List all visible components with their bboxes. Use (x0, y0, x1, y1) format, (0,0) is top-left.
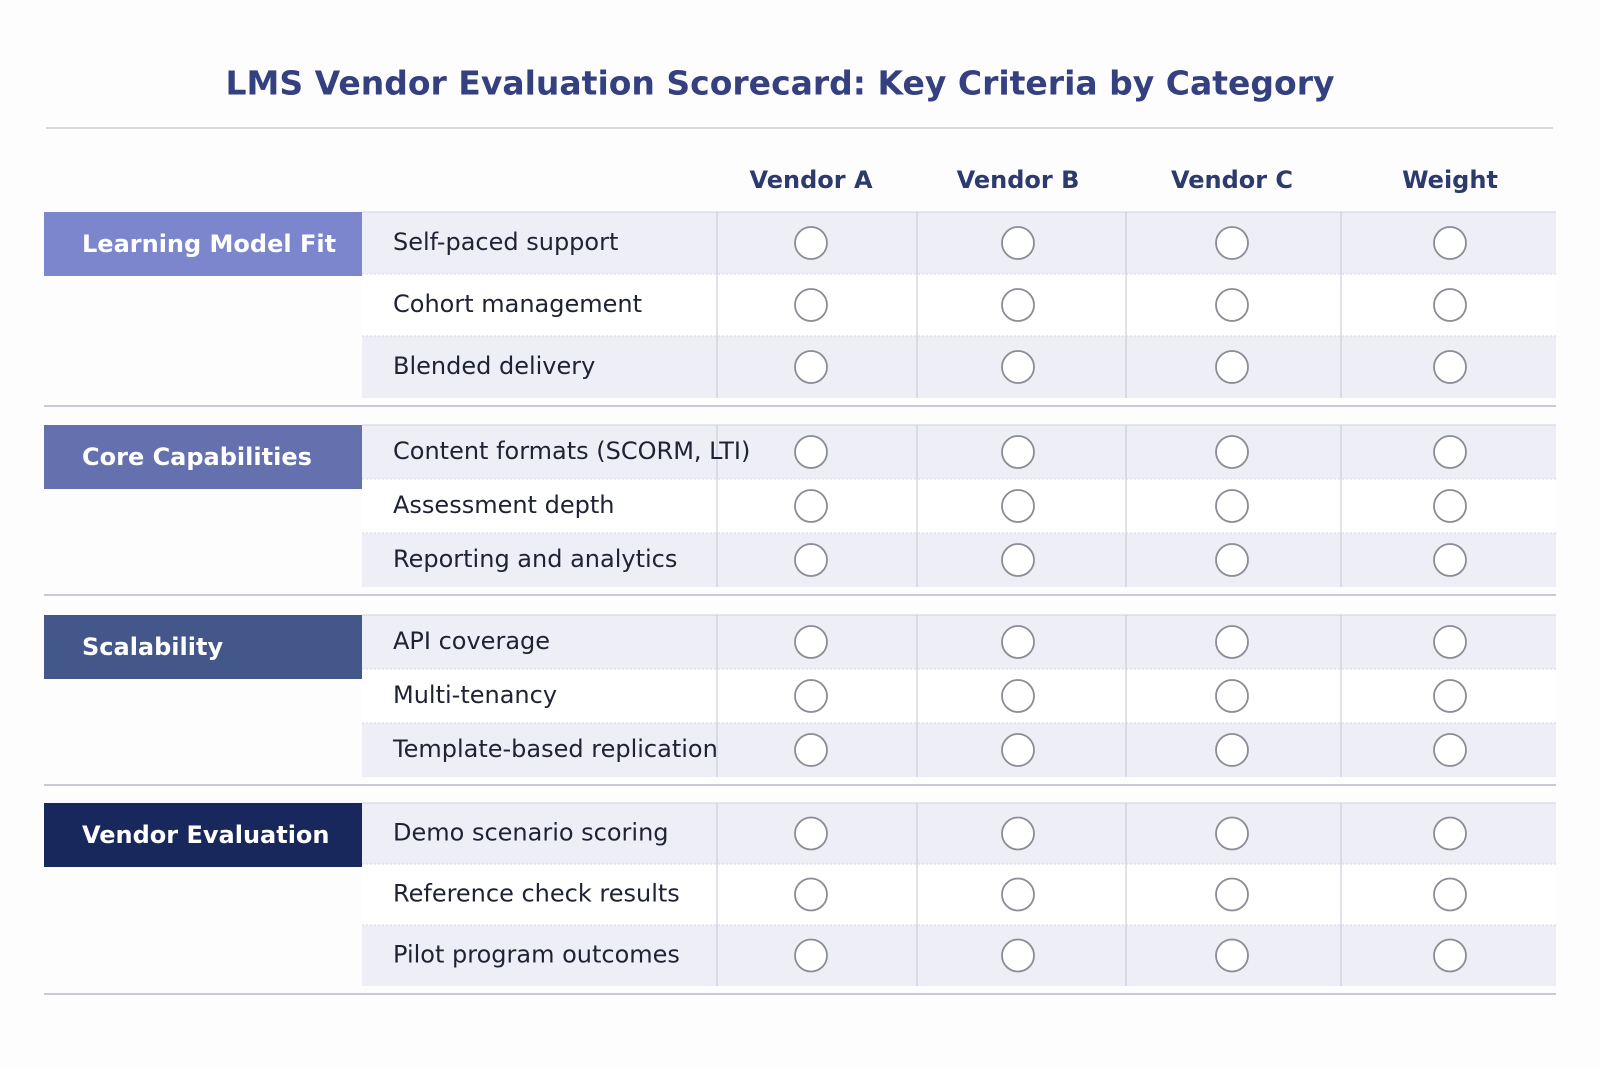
criterion-label: Multi-tenancy (393, 681, 557, 709)
score-radio[interactable] (1433, 543, 1467, 577)
criterion-label: Self-paced support (393, 228, 618, 256)
criterion-label: Template-based replication (392, 735, 718, 763)
score-radio[interactable] (1001, 543, 1035, 577)
score-radio[interactable] (794, 816, 828, 851)
column-header: Vendor C (1171, 166, 1293, 194)
score-radio[interactable] (1215, 350, 1249, 384)
criterion-label: Reference check results (393, 880, 680, 908)
score-radio[interactable] (1433, 733, 1467, 767)
row-background (362, 803, 1556, 864)
score-radio[interactable] (1001, 816, 1035, 851)
score-radio[interactable] (1001, 877, 1035, 912)
score-radio[interactable] (1215, 938, 1249, 973)
criterion-label: Pilot program outcomes (393, 941, 680, 969)
score-radio[interactable] (794, 226, 828, 260)
score-radio[interactable] (1215, 816, 1249, 851)
score-radio[interactable] (1215, 625, 1249, 659)
row-background (362, 212, 1556, 274)
score-radio[interactable] (794, 625, 828, 659)
score-radio[interactable] (1433, 435, 1467, 469)
criterion-label: Content formats (SCORM, LTI) (393, 437, 750, 465)
score-radio[interactable] (1215, 877, 1249, 912)
criterion-label: Demo scenario scoring (393, 819, 669, 847)
score-radio[interactable] (1433, 877, 1467, 912)
row-background (362, 425, 1556, 479)
score-radio[interactable] (1001, 625, 1035, 659)
category-label-box (44, 425, 362, 489)
score-radio[interactable] (1215, 435, 1249, 469)
score-radio[interactable] (1215, 733, 1249, 767)
row-background (362, 533, 1556, 587)
score-radio[interactable] (1001, 435, 1035, 469)
row-background (362, 336, 1556, 398)
score-radio[interactable] (794, 435, 828, 469)
score-radio[interactable] (1215, 543, 1249, 577)
row-background (362, 925, 1556, 986)
row-background (362, 479, 1556, 533)
score-radio[interactable] (1215, 489, 1249, 523)
score-radio[interactable] (1001, 679, 1035, 713)
score-radio[interactable] (794, 679, 828, 713)
category-label: Vendor Evaluation (82, 821, 330, 849)
criterion-label: Cohort management (393, 290, 642, 318)
score-radio[interactable] (1433, 288, 1467, 322)
category-label: Scalability (82, 633, 223, 661)
score-radio[interactable] (1433, 625, 1467, 659)
score-radio[interactable] (1001, 938, 1035, 973)
category-label: Learning Model Fit (82, 230, 336, 258)
score-radio[interactable] (1433, 938, 1467, 973)
score-radio[interactable] (1215, 226, 1249, 260)
score-radio[interactable] (794, 733, 828, 767)
criterion-label: Assessment depth (393, 491, 614, 519)
score-radio[interactable] (794, 288, 828, 322)
score-radio[interactable] (1433, 816, 1467, 851)
criterion-label: Reporting and analytics (393, 545, 677, 573)
criterion-label: Blended delivery (393, 352, 595, 380)
row-background (362, 615, 1556, 669)
column-header: Vendor B (957, 166, 1080, 194)
score-radio[interactable] (1215, 679, 1249, 713)
score-radio[interactable] (1433, 350, 1467, 384)
score-radio[interactable] (1433, 679, 1467, 713)
score-radio[interactable] (794, 543, 828, 577)
column-header: Vendor A (749, 166, 872, 194)
row-background (362, 864, 1556, 925)
score-radio[interactable] (1215, 288, 1249, 322)
score-radio[interactable] (794, 489, 828, 523)
score-radio[interactable] (794, 938, 828, 973)
page-title: LMS Vendor Evaluation Scorecard: Key Cri… (225, 64, 1334, 103)
score-radio[interactable] (1001, 288, 1035, 322)
score-radio[interactable] (1001, 226, 1035, 260)
row-background (362, 669, 1556, 723)
category-label-box (44, 212, 362, 276)
score-radio[interactable] (1433, 226, 1467, 260)
score-radio[interactable] (1001, 489, 1035, 523)
score-radio[interactable] (1001, 350, 1035, 384)
score-radio[interactable] (794, 350, 828, 384)
column-header: Weight (1402, 166, 1498, 194)
score-radio[interactable] (794, 877, 828, 912)
score-radio[interactable] (1001, 733, 1035, 767)
criterion-label: API coverage (393, 627, 550, 655)
row-background (362, 274, 1556, 336)
category-label-box (44, 615, 362, 679)
row-background (362, 723, 1556, 777)
category-label: Core Capabilities (82, 443, 312, 471)
category-label-box (44, 803, 362, 867)
score-radio[interactable] (1433, 489, 1467, 523)
